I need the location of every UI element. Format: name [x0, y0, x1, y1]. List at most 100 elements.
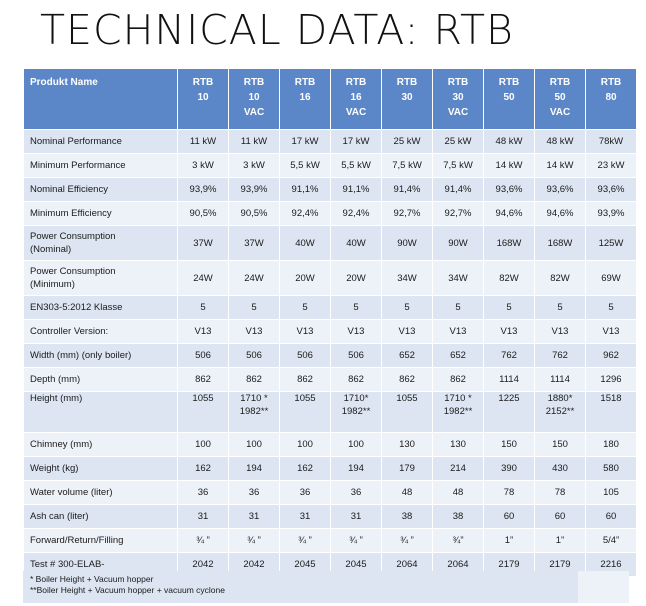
- cell-value-line: 580: [603, 463, 619, 474]
- cell-value: 762: [484, 344, 534, 367]
- table-row: Depth (mm) 862 862 862 862 862 862 1114 1114 1296: [24, 368, 636, 391]
- cell-value: 2045: [331, 553, 381, 576]
- cell-value: ¾ ”: [331, 529, 381, 552]
- cell-value-line: 2179: [498, 559, 520, 570]
- cell-value: 652: [433, 344, 483, 367]
- row-label: Minimum Performance: [24, 154, 177, 177]
- cell-value: 1114: [484, 368, 534, 391]
- cell-value: 36: [331, 481, 381, 504]
- header-model-7: RTB 50: [484, 69, 534, 129]
- cell-value-line: 11 kW: [240, 136, 268, 147]
- header-model-line: 10: [248, 92, 260, 103]
- cell-value: 962: [586, 344, 636, 367]
- cell-value: V13: [229, 320, 279, 343]
- cell-value: 168W: [484, 226, 534, 260]
- cell-value: 2216: [586, 553, 636, 576]
- row-label-line: (Nominal): [30, 244, 72, 255]
- row-label: Controller Version:: [24, 320, 177, 343]
- cell-value-line: 150: [501, 439, 517, 450]
- header-model-line: 16: [299, 92, 311, 103]
- row-label: Test # 300-ELAB-: [24, 553, 177, 576]
- header-model-line: RTB: [447, 77, 469, 88]
- cell-value: 1710 * 1982**: [229, 392, 279, 432]
- cell-value-line: 78: [554, 487, 566, 498]
- cell-value: ¾ ”: [229, 529, 279, 552]
- header-model-line: RTB: [498, 77, 520, 88]
- cell-value: V13: [484, 320, 534, 343]
- cell-value-line: 92,4%: [291, 208, 319, 219]
- cell-value: ¾ ”: [178, 529, 228, 552]
- cell-value: 1055: [280, 392, 330, 432]
- cell-value: 37W: [178, 226, 228, 260]
- cell-value-line: 69W: [601, 272, 621, 284]
- cell-value-line: 37W: [244, 237, 264, 249]
- cell-value: 14 kW: [535, 154, 585, 177]
- cell-value-line: 17 kW: [291, 136, 319, 147]
- cell-value-line: 862: [195, 374, 211, 385]
- table-row: Minimum Efficiency 90,5% 90,5% 92,4% 92,4% 92…: [24, 202, 636, 225]
- cell-value-line: 1982**: [443, 406, 473, 417]
- cell-value-line: 125W: [598, 237, 624, 249]
- header-model-line: 30: [452, 92, 464, 103]
- cell-value-line: 100: [195, 439, 211, 450]
- row-label: Chimney (mm): [24, 433, 177, 456]
- cell-value: 3 kW: [178, 154, 228, 177]
- cell-value: 150: [535, 433, 585, 456]
- cell-value: 652: [382, 344, 432, 367]
- cell-value-line: 5: [200, 302, 206, 313]
- cell-value: 48: [382, 481, 432, 504]
- header-model-line: VAC: [549, 107, 571, 118]
- cell-value-line: 93,9%: [597, 208, 625, 219]
- cell-value-line: 5: [557, 302, 563, 313]
- cell-value: 506: [178, 344, 228, 367]
- cell-value: 862: [178, 368, 228, 391]
- cell-value: ¾”: [433, 529, 483, 552]
- row-label-line: Controller Version:: [30, 326, 109, 337]
- cell-value: 180: [586, 433, 636, 456]
- cell-value: 31: [280, 505, 330, 528]
- cell-value: 91,1%: [280, 178, 330, 201]
- cell-value: 130: [382, 433, 432, 456]
- cell-value: 5: [331, 296, 381, 319]
- cell-value-line: 48: [452, 487, 464, 498]
- cell-value-line: 93,9%: [189, 184, 217, 195]
- cell-value-line: 1225: [498, 393, 520, 404]
- cell-value-line: V13: [449, 326, 467, 337]
- cell-value-line: 90W: [448, 237, 468, 249]
- cell-value: 100: [229, 433, 279, 456]
- cell-value-line: V13: [245, 326, 263, 337]
- cell-value-line: ¾ ”: [298, 535, 312, 546]
- cell-value-line: 1114: [499, 374, 519, 385]
- cell-value-line: 14 kW: [495, 160, 523, 171]
- cell-value-line: V13: [194, 326, 212, 337]
- cell-value-line: 60: [503, 511, 515, 522]
- cell-value-line: 5,5 kW: [290, 160, 320, 171]
- cell-value: 390: [484, 457, 534, 480]
- cell-value-line: 25 kW: [444, 136, 472, 147]
- cell-value-line: 1296: [600, 374, 622, 385]
- cell-value: 93,6%: [535, 178, 585, 201]
- cell-value-line: 862: [399, 374, 415, 385]
- cell-value: 90,5%: [178, 202, 228, 225]
- cell-value-line: 60: [605, 511, 617, 522]
- row-label-line: Minimum Efficiency: [30, 208, 112, 219]
- cell-value: V13: [586, 320, 636, 343]
- cell-value: 24W: [178, 261, 228, 295]
- page-title: TECHNICAL DATA: RTB: [40, 6, 514, 54]
- cell-value-line: V13: [296, 326, 314, 337]
- cell-value: 94,6%: [535, 202, 585, 225]
- cell-value-line: 36: [248, 487, 260, 498]
- cell-value-line: 7,5 kW: [443, 160, 473, 171]
- cell-value-line: 90W: [397, 237, 417, 249]
- cell-value-line: 93,9%: [240, 184, 268, 195]
- cell-value: 862: [433, 368, 483, 391]
- cell-value-line: 506: [348, 350, 364, 361]
- cell-value: 82W: [535, 261, 585, 295]
- cell-value: 14 kW: [484, 154, 534, 177]
- cell-value-line: 91,1%: [342, 184, 370, 195]
- cell-value: 100: [331, 433, 381, 456]
- cell-value-line: 93,6%: [546, 184, 574, 195]
- cell-value: 2179: [535, 553, 585, 576]
- cell-value: 11 kW: [229, 130, 279, 153]
- cell-value: 430: [535, 457, 585, 480]
